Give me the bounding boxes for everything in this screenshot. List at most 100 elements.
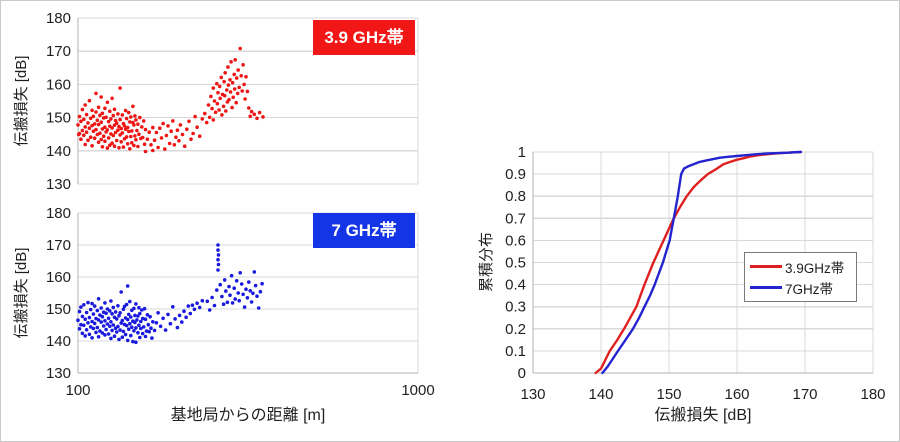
x-tick-label: 130 — [520, 386, 545, 403]
data-point — [216, 257, 220, 262]
data-point — [149, 326, 153, 331]
data-point — [99, 320, 103, 324]
data-point — [191, 131, 195, 136]
data-point — [192, 307, 197, 312]
y-tick-label: 0.5 — [505, 255, 526, 272]
data-point — [234, 100, 238, 105]
data-point — [103, 139, 107, 143]
data-point — [114, 317, 119, 321]
y-tick-label: 0.6 — [505, 232, 526, 249]
y-tick-label: 0.8 — [505, 188, 526, 205]
data-point — [103, 319, 107, 323]
data-point — [249, 109, 254, 114]
x-tick-label: 100 — [65, 382, 90, 399]
data-point — [161, 316, 165, 321]
data-point — [242, 82, 246, 87]
data-point — [139, 326, 143, 331]
data-point — [255, 294, 259, 299]
data-point — [84, 310, 89, 315]
data-point — [99, 306, 103, 310]
data-point — [174, 135, 178, 139]
data-point — [140, 316, 145, 321]
data-point — [123, 108, 128, 113]
data-point — [233, 297, 237, 301]
data-point — [109, 117, 113, 121]
data-point — [164, 133, 169, 138]
data-point — [226, 83, 231, 87]
data-point — [134, 118, 138, 122]
data-point — [95, 325, 100, 330]
data-point — [110, 141, 114, 145]
data-point — [117, 313, 121, 318]
data-point — [82, 133, 86, 137]
data-point — [210, 295, 214, 300]
data-point — [84, 328, 89, 332]
data-point — [121, 145, 126, 149]
data-point — [83, 142, 87, 147]
data-point — [82, 303, 86, 307]
data-point — [166, 312, 170, 317]
data-point — [118, 86, 122, 90]
y-tick-label: 0.7 — [505, 210, 526, 227]
data-point — [195, 301, 199, 306]
data-point — [109, 299, 113, 303]
data-point — [77, 114, 82, 119]
y-tick-label: 140 — [46, 143, 71, 160]
data-point — [76, 123, 80, 127]
data-point — [158, 126, 162, 130]
data-point — [104, 327, 108, 332]
data-point — [195, 125, 199, 129]
data-point — [121, 307, 126, 312]
y-tick-label: 0.3 — [505, 299, 526, 316]
data-point — [230, 105, 234, 110]
data-point — [136, 314, 140, 318]
data-point — [124, 302, 129, 307]
data-point — [197, 305, 202, 310]
chart-pl39: 180 170 160 150 140 130 — [46, 10, 419, 193]
x-tick-label: 180 — [860, 386, 885, 403]
data-point — [239, 74, 243, 78]
data-point — [197, 134, 202, 138]
data-point — [216, 262, 221, 267]
data-point — [238, 271, 242, 275]
data-point — [232, 286, 236, 291]
data-point — [248, 289, 252, 293]
data-point — [185, 127, 189, 131]
data-point — [241, 63, 245, 67]
data-point — [96, 105, 101, 110]
data-point — [148, 314, 152, 319]
data-point — [239, 282, 244, 286]
data-point — [232, 72, 236, 77]
data-point — [188, 311, 193, 316]
data-point — [103, 125, 107, 129]
data-point — [244, 75, 248, 79]
x-axis-title-distance: 基地局からの距離 [m] — [170, 407, 326, 424]
data-point — [125, 338, 130, 343]
data-point — [136, 330, 140, 335]
data-point — [260, 281, 264, 286]
data-point — [226, 65, 230, 69]
data-point — [200, 117, 205, 121]
data-point — [140, 331, 145, 336]
data-point — [215, 288, 219, 292]
data-point — [130, 141, 134, 145]
y-axis-title-cdf: 累積分布 — [478, 232, 495, 293]
data-point — [101, 324, 106, 328]
data-point — [133, 320, 137, 325]
data-point — [142, 142, 147, 146]
legend-item-7ghz: 7GHz帯 — [750, 278, 851, 298]
data-point — [175, 325, 180, 330]
legend-item-39ghz: 3.9GHz帯 — [750, 257, 851, 277]
data-point — [143, 317, 148, 322]
data-point — [149, 143, 153, 147]
y-tick-label: 170 — [46, 43, 71, 60]
y-tick-label: 180 — [46, 205, 71, 222]
data-point — [119, 126, 123, 131]
x-tick-label: 140 — [588, 386, 613, 403]
data-point — [124, 116, 129, 121]
data-point — [151, 148, 155, 153]
data-point — [132, 329, 136, 333]
data-point — [118, 117, 122, 122]
data-point — [111, 323, 116, 327]
data-point — [126, 110, 131, 115]
